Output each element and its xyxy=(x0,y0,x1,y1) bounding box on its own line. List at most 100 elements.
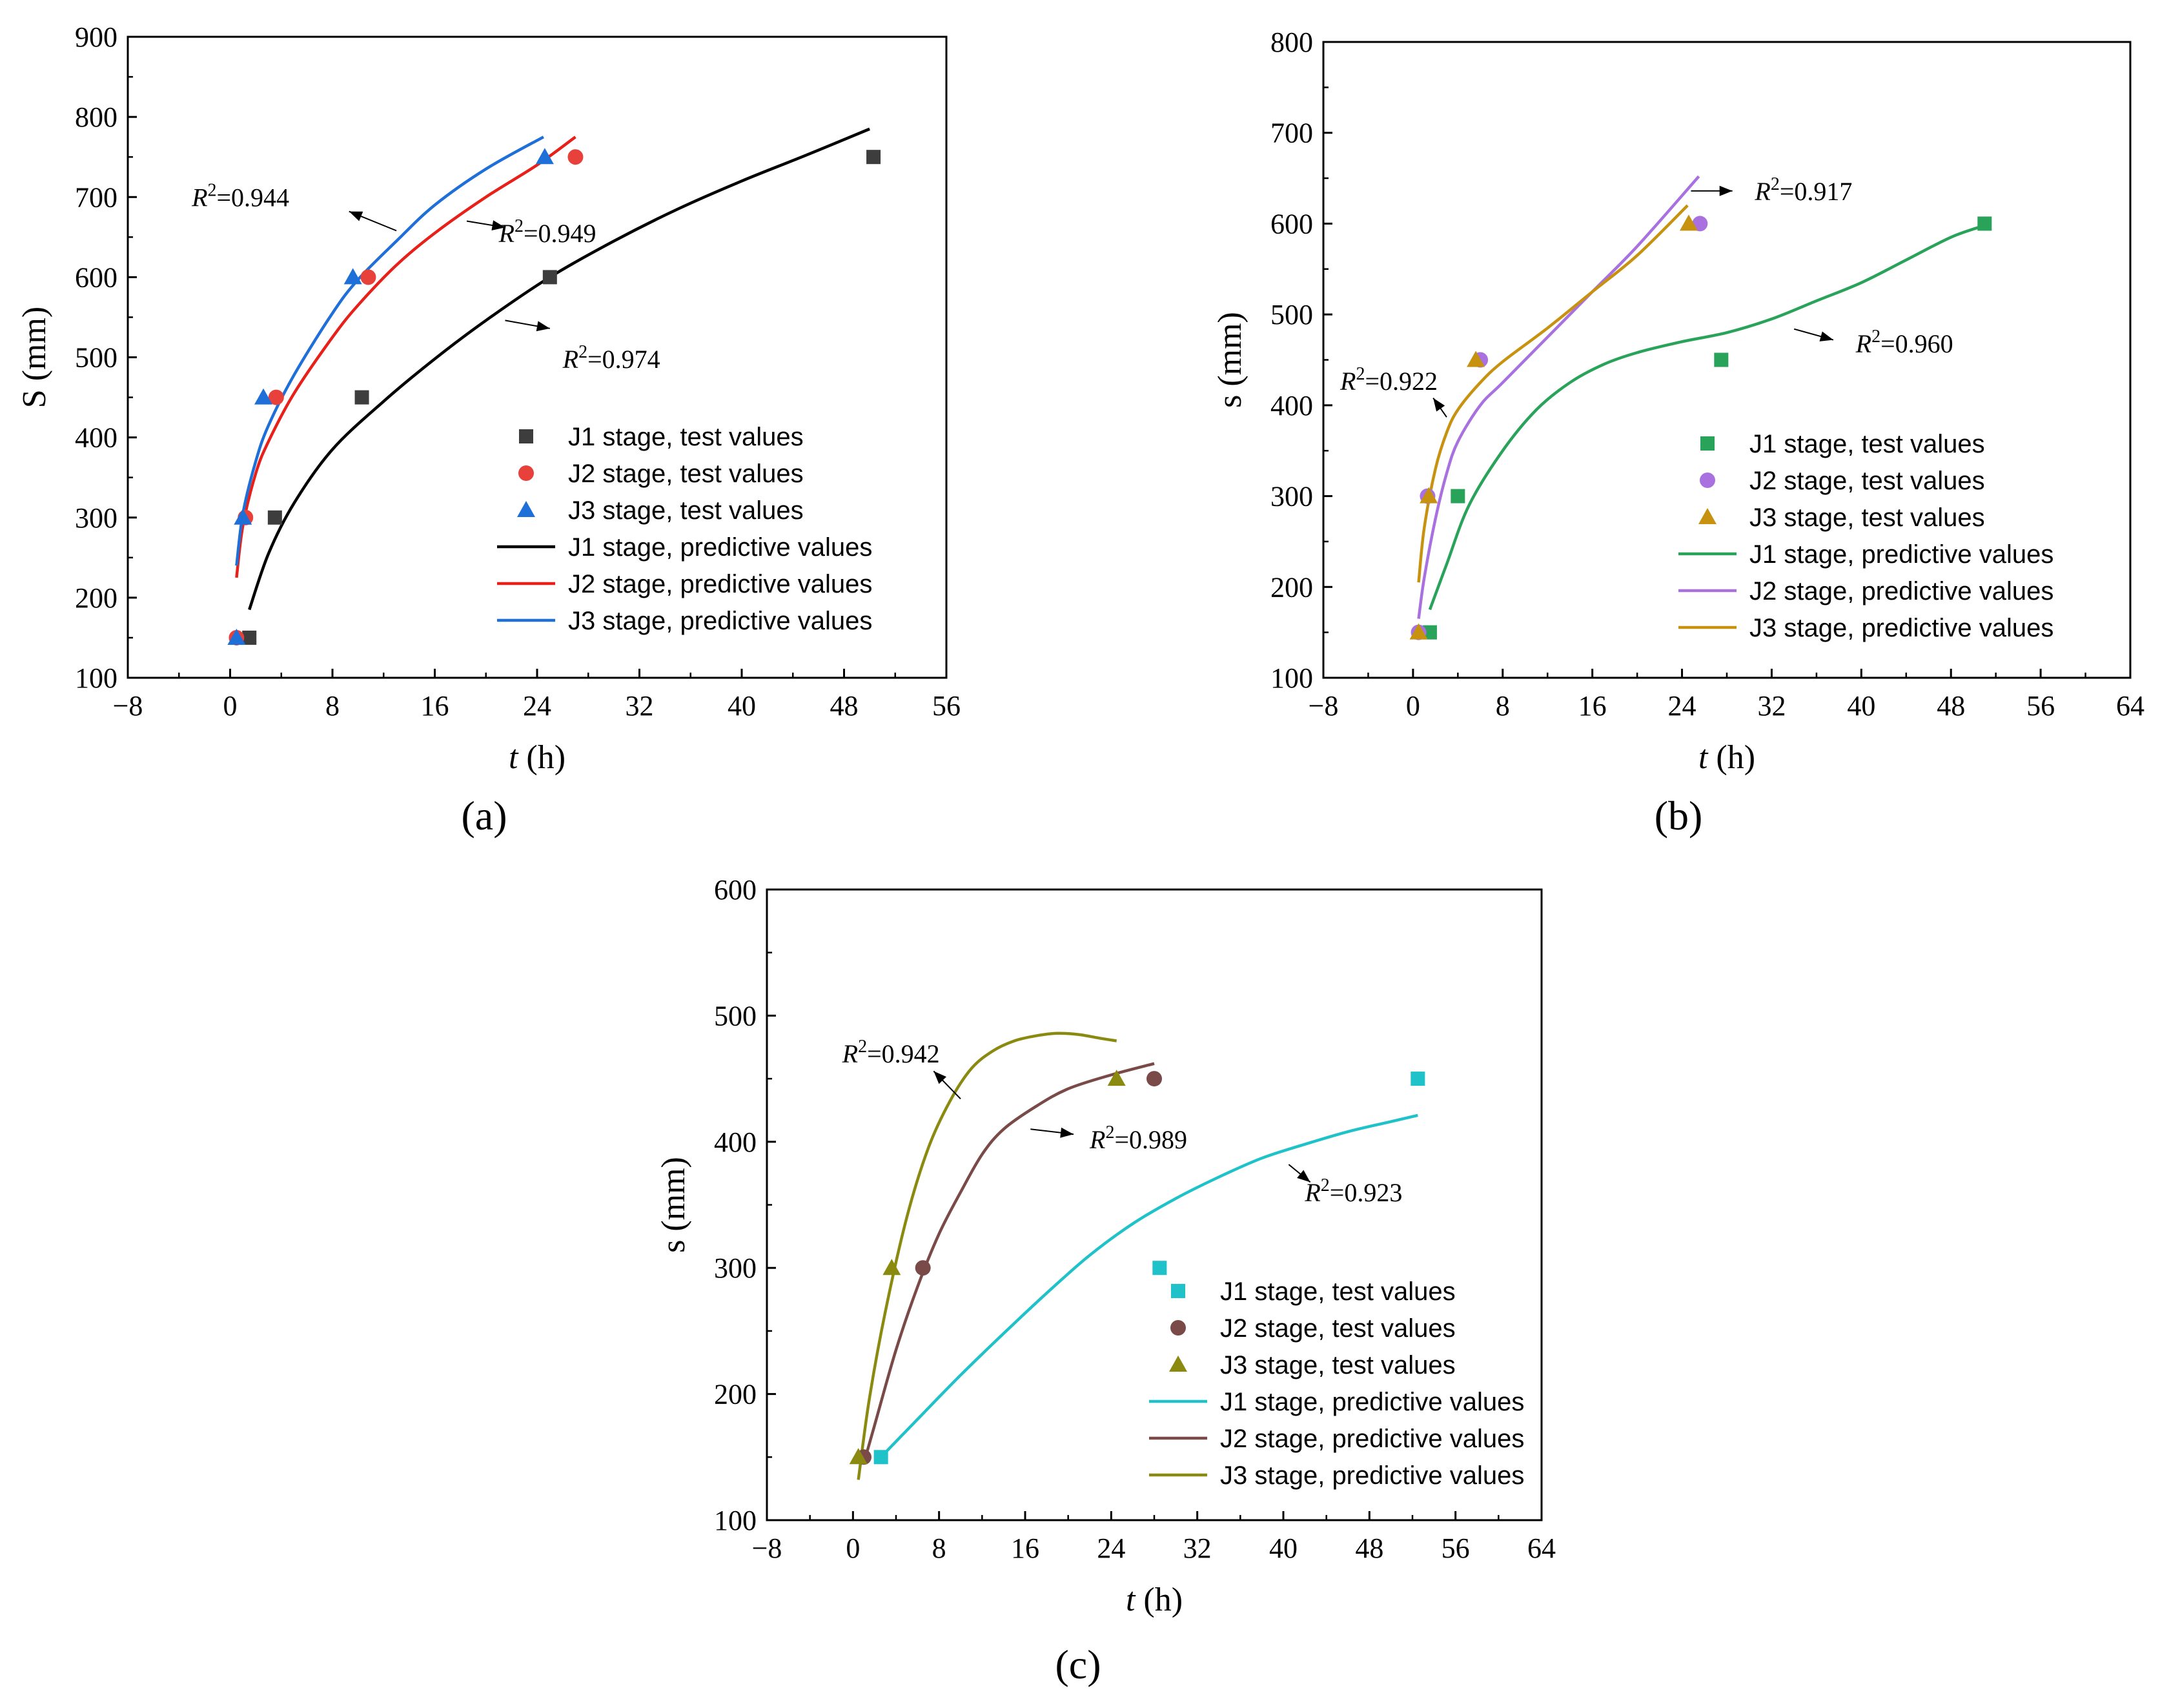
predictive-line-j2 xyxy=(862,1062,1155,1464)
annotation-arrow-head xyxy=(1433,398,1445,412)
x-tick-label: 24 xyxy=(1097,1532,1125,1564)
legend-label: J1 stage, test values xyxy=(1749,430,1985,458)
r-symbol: R xyxy=(191,183,207,212)
superscript-two: 2 xyxy=(858,1037,867,1057)
y-tick-label: 300 xyxy=(1270,481,1313,513)
legend-marker-j1 xyxy=(519,429,533,443)
x-tick-label: 56 xyxy=(2026,690,2055,722)
y-axis-label: s (mm) xyxy=(1212,312,1248,408)
legend-label: J2 stage, predictive values xyxy=(1220,1425,1524,1453)
chart-panel-c: −8 0 8 16 24 32 40 48 56 64 100 200 300 400 500 600 t (h… xyxy=(655,874,1556,1687)
legend-label: J2 stage, test values xyxy=(1220,1314,1456,1343)
test-point-j3 xyxy=(343,268,362,285)
x-tick-label: 40 xyxy=(728,690,756,722)
r-squared-annotation: R2=0.917 xyxy=(1754,174,1852,206)
x-axis-label: t (h) xyxy=(1126,1581,1183,1618)
r-squared-value: =0.989 xyxy=(1114,1125,1187,1154)
annotation-arrow-head xyxy=(1719,185,1733,196)
legend-marker-j3 xyxy=(1169,1356,1187,1372)
test-point-j2 xyxy=(1146,1071,1162,1087)
x-axis-label-var: t xyxy=(509,739,519,776)
legend-label: J1 stage, test values xyxy=(1220,1277,1456,1306)
y-tick-label: 200 xyxy=(714,1379,757,1410)
test-point-j2 xyxy=(567,149,584,165)
y-tick-label: 500 xyxy=(714,1000,757,1032)
legend-marker-j2 xyxy=(518,465,534,481)
test-point-j1 xyxy=(873,1450,888,1465)
superscript-two: 2 xyxy=(208,180,217,200)
legend-label: J3 stage, predictive values xyxy=(568,607,872,635)
test-point-j3 xyxy=(227,628,246,645)
y-tick-label: 500 xyxy=(1270,299,1313,330)
r-squared-annotation: R2=0.942 xyxy=(842,1037,940,1068)
y-tick-label: 900 xyxy=(75,21,117,53)
legend-marker-j1 xyxy=(1700,436,1715,451)
legend-label: J1 stage, predictive values xyxy=(1220,1388,1524,1416)
annotation-arrow-head xyxy=(536,321,550,332)
superscript-two: 2 xyxy=(1321,1175,1330,1195)
test-point-j3 xyxy=(535,148,554,165)
legend-label: J2 stage, test values xyxy=(568,460,804,488)
x-axis-label-unit: (h) xyxy=(1707,739,1755,776)
test-point-j1 xyxy=(542,270,557,285)
r-squared-value: =0.949 xyxy=(524,219,596,248)
predictive-line-j1 xyxy=(880,1113,1418,1458)
test-point-j1 xyxy=(354,390,369,405)
x-tick-label: 64 xyxy=(1527,1532,1556,1564)
y-tick-label: 400 xyxy=(75,422,117,454)
legend-marker-j1 xyxy=(1171,1284,1185,1298)
annotation-arrow-head xyxy=(1819,331,1833,341)
x-tick-label: 16 xyxy=(1578,690,1607,722)
legend-label: J3 stage, test values xyxy=(1749,503,1985,532)
r-symbol: R xyxy=(1754,177,1770,206)
y-tick-label: 700 xyxy=(1270,117,1313,149)
panel-label: (b) xyxy=(1655,793,1703,839)
y-tick-label: 600 xyxy=(1270,208,1313,239)
superscript-two: 2 xyxy=(1105,1123,1114,1143)
chart-panel-b: −8 0 8 16 24 32 40 48 56 64 100 200 300 400 500 600 700 8… xyxy=(1212,26,2145,839)
legend-marker-j3 xyxy=(1698,508,1717,524)
test-point-j1 xyxy=(1411,1072,1425,1086)
superscript-two: 2 xyxy=(1356,364,1365,384)
x-tick-label: 16 xyxy=(1011,1532,1039,1564)
x-tick-label: 8 xyxy=(932,1532,946,1564)
x-tick-label: 56 xyxy=(1442,1532,1470,1564)
r-symbol: R xyxy=(842,1039,858,1068)
superscript-two: 2 xyxy=(1871,327,1880,347)
r-symbol: R xyxy=(1304,1178,1320,1207)
legend-label: J3 stage, test values xyxy=(568,496,804,525)
test-point-j1 xyxy=(1977,216,1992,231)
x-tick-label: 64 xyxy=(2116,690,2145,722)
y-tick-label: 600 xyxy=(75,261,117,293)
test-point-j3 xyxy=(849,1448,868,1465)
x-tick-label: 0 xyxy=(846,1532,860,1564)
y-tick-label: 200 xyxy=(1270,571,1313,603)
superscript-two: 2 xyxy=(1771,174,1780,194)
annotation-arrow-head xyxy=(1060,1127,1074,1138)
x-axis-label-var: t xyxy=(1126,1581,1136,1618)
legend-marker-j2 xyxy=(1170,1320,1186,1336)
x-tick-label: 32 xyxy=(1183,1532,1212,1564)
legend-marker-j3 xyxy=(517,501,535,517)
test-point-j1 xyxy=(1714,352,1729,367)
x-tick-label: 8 xyxy=(325,690,340,722)
x-axis-label-unit: (h) xyxy=(1135,1581,1183,1618)
legend-label: J2 stage, predictive values xyxy=(1749,577,2053,605)
test-point-j2 xyxy=(268,389,284,405)
test-point-j1 xyxy=(267,510,282,525)
y-tick-label: 800 xyxy=(75,101,117,133)
test-point-j3 xyxy=(254,388,273,405)
x-tick-label: 24 xyxy=(1668,690,1696,722)
y-tick-label: 100 xyxy=(714,1505,757,1536)
test-point-j3 xyxy=(1409,623,1428,640)
r-squared-annotation: R2=0.944 xyxy=(191,180,289,212)
r-squared-value: =0.974 xyxy=(587,345,660,374)
predictive-line-j3 xyxy=(857,1032,1117,1480)
x-tick-label: 24 xyxy=(523,690,551,722)
test-point-j2 xyxy=(1692,216,1708,232)
x-tick-label: 16 xyxy=(421,690,449,722)
r-squared-annotation: R2=0.923 xyxy=(1304,1175,1402,1207)
test-point-j2 xyxy=(360,269,376,285)
x-tick-label: 0 xyxy=(223,690,238,722)
